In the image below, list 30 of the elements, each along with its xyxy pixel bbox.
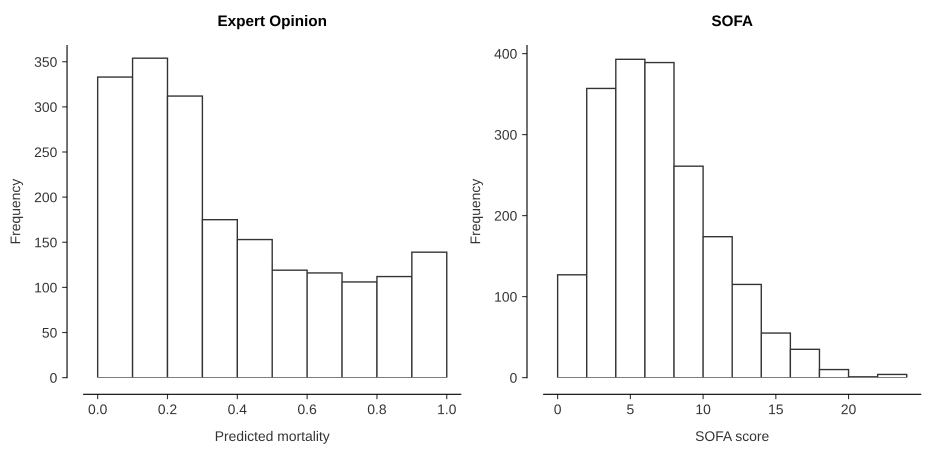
y-tick-label: 150 <box>35 238 57 248</box>
chart-title: SOFA <box>712 15 753 26</box>
x-tick-label: 0.8 <box>368 404 386 414</box>
x-tick-label: 5 <box>627 404 634 414</box>
y-tick-label: 400 <box>494 48 517 59</box>
y-tick-label: 200 <box>494 210 517 221</box>
x-axis-title: SOFA score <box>696 431 769 442</box>
x-tick-label: 0 <box>554 404 561 414</box>
y-axis-title: Frequency <box>10 178 24 244</box>
y-tick-label: 0 <box>510 372 517 383</box>
x-tick-label: 0.0 <box>88 404 107 414</box>
y-tick-label: 100 <box>35 282 57 293</box>
x-tick-label: 0.6 <box>298 404 316 414</box>
y-tick-label: 300 <box>494 130 517 140</box>
x-axis-title: Predicted mortality <box>216 430 330 444</box>
x-tick-label: 0.4 <box>228 404 247 414</box>
x-tick-label: 15 <box>769 404 783 414</box>
y-tick-label: 350 <box>34 57 57 67</box>
chart-title: Expert Opinion <box>218 14 326 30</box>
x-tick-label: 20 <box>842 404 856 414</box>
y-tick-label: 300 <box>34 102 57 112</box>
x-tick-label: 1.0 <box>438 404 456 414</box>
y-tick-label: 100 <box>495 292 517 302</box>
y-tick-label: 50 <box>42 328 57 338</box>
y-axis-title: Frequency <box>470 178 483 244</box>
x-tick-label: 0.2 <box>158 404 176 414</box>
y-tick-label: 250 <box>34 147 57 158</box>
y-tick-label: 0 <box>50 372 57 383</box>
y-tick-label: 200 <box>34 192 57 202</box>
x-tick-label: 10 <box>696 404 710 414</box>
